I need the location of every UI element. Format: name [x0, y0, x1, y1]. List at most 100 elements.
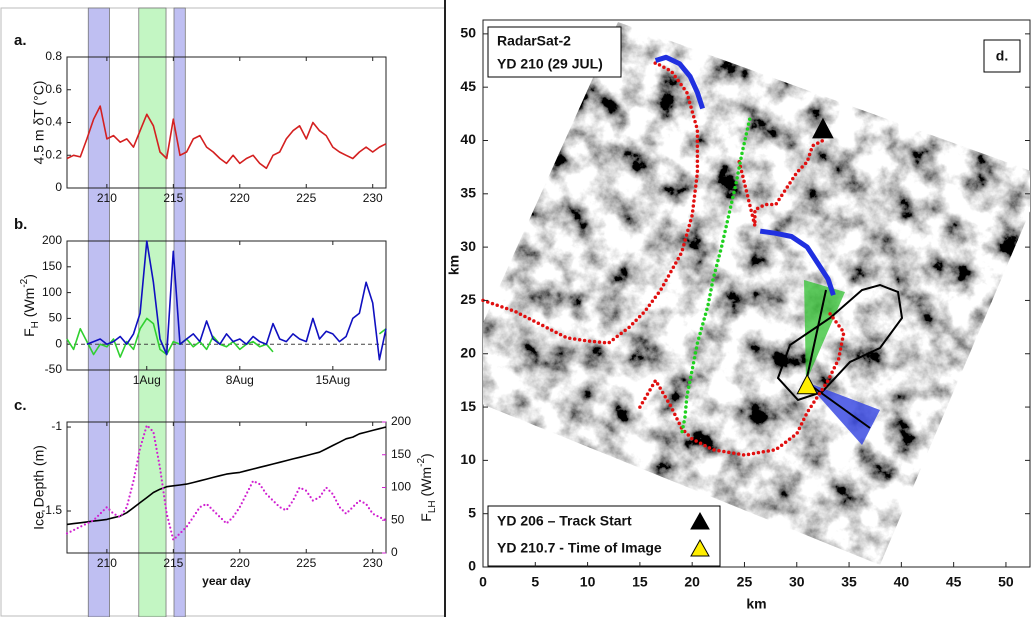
sar-image: [483, 22, 1030, 565]
y-axis-label-part: -2: [19, 278, 30, 287]
track: [759, 228, 836, 296]
highlight-band: [138, 7, 167, 618]
y-tick-label: 100: [42, 285, 62, 299]
y2-tick-label: 0: [391, 545, 398, 559]
x-tick-label: 230: [363, 191, 383, 205]
x-tick-label: 40: [894, 574, 910, 590]
x-tick-label: 230: [363, 556, 383, 570]
y-tick-label: -50: [45, 362, 63, 376]
y-tick-label: 0: [55, 180, 62, 194]
series-line: [66, 426, 387, 526]
x-tick-label: 25: [737, 574, 753, 590]
x-tick-label: 15Aug: [315, 373, 350, 387]
arrow: [805, 381, 871, 429]
annotation-box: [487, 26, 622, 78]
arrow: [805, 289, 827, 383]
panel-label: a.: [14, 32, 27, 49]
y2-tick-label: 50: [391, 512, 405, 526]
x-tick-label: 215: [163, 556, 183, 570]
plot-frame: [66, 240, 387, 371]
y-tick-label: 0.8: [45, 49, 62, 63]
y-tick-label: 20: [460, 344, 476, 360]
panel-label: d.: [996, 48, 1008, 64]
x-tick-label: 220: [230, 556, 250, 570]
panel-label: b.: [14, 216, 27, 233]
x-tick-label: 215: [163, 191, 183, 205]
y-axis-label-part: ): [21, 274, 37, 279]
y-tick-label: 150: [42, 259, 62, 273]
y2-axis-label-part: (Wm: [418, 467, 434, 500]
legend-icon: [690, 538, 710, 557]
marker: [812, 117, 834, 139]
y-tick-label: 5: [468, 504, 476, 520]
y-tick-label: 40: [460, 131, 476, 147]
y-tick-label: 15: [460, 398, 476, 414]
series-line: [66, 105, 387, 170]
x-tick-label: 225: [296, 556, 316, 570]
track: [638, 309, 846, 457]
panel-label: c.: [14, 397, 27, 414]
series-line: [86, 240, 387, 361]
highlight-band: [173, 7, 186, 618]
green-wedge: [804, 280, 845, 382]
x-tick-label: 8Aug: [226, 373, 254, 387]
y-axis-label: Ice Depth (m): [31, 445, 47, 530]
legend-label: YD 206 – Track Start: [497, 513, 632, 529]
y-tick-label: 200: [42, 233, 62, 247]
y-axis-label: km: [446, 255, 462, 275]
y2-tick-label: 200: [391, 414, 411, 428]
x-tick-label: 15: [632, 574, 648, 590]
x-tick-label: 1Aug: [133, 373, 161, 387]
y-axis-label-part: F: [21, 328, 37, 337]
x-tick-label: 220: [230, 191, 250, 205]
map-axes: 0 5 10 15 20 25 30 35 40 45 50 0 5 10 15 20 25 30 35 40 45 50…: [446, 25, 1030, 612]
x-tick-label: 30: [789, 574, 805, 590]
track: [481, 60, 700, 345]
map-image-clip: [483, 22, 1030, 565]
y2-axis-label-part: LH: [427, 500, 438, 513]
legend-icon: [690, 511, 710, 530]
y-tick-label: 25: [460, 291, 476, 307]
x-tick-label: 210: [97, 191, 117, 205]
y-axis-label: FH (Wm-2): [19, 274, 41, 337]
y-tick-label: -1: [51, 419, 62, 433]
legend-label: YD 210.7 - Time of Image: [497, 540, 662, 556]
marker: [796, 373, 819, 395]
annotation: RadarSat-2: [497, 33, 571, 49]
y-tick-label: 35: [460, 185, 476, 201]
x-tick-label: 225: [296, 191, 316, 205]
y-tick-label: 50: [49, 311, 63, 325]
y-tick-label: 45: [460, 78, 476, 94]
y-tick-label: 30: [460, 238, 476, 254]
y-axis-label-part: (Wm: [21, 288, 37, 321]
y-tick-label: 10: [460, 451, 476, 467]
x-tick-label: 50: [998, 574, 1014, 590]
annotation: YD 210 (29 JUL): [497, 56, 603, 72]
blue-wedge: [806, 382, 880, 445]
y2-axis-label-part: -2: [416, 458, 427, 467]
y2-axis-label-part: F: [418, 513, 434, 522]
highlight-band: [87, 7, 110, 618]
x-axis-label: km: [746, 596, 766, 612]
x-axis-label: year day: [202, 574, 251, 588]
series-line: [65, 424, 388, 541]
y-tick-label: 0.4: [45, 115, 62, 129]
y-tick-label: 0.2: [45, 147, 62, 161]
y2-axis-label-part: ): [418, 453, 434, 458]
label-box: [983, 39, 1021, 73]
x-tick-label: 10: [580, 574, 596, 590]
y-tick-label: 0: [55, 336, 62, 350]
y-tick-label: 0: [468, 558, 476, 574]
x-tick-label: 45: [946, 574, 962, 590]
series-line: [66, 317, 387, 358]
y-axis-label: 4.5 m δT (°C): [31, 81, 47, 165]
y-tick-label: 0.6: [45, 82, 62, 96]
y-tick-label: 50: [460, 25, 476, 41]
y-tick-label: -1.5: [41, 503, 62, 517]
y-axis-label-part: H: [30, 321, 41, 328]
track: [679, 117, 752, 436]
x-tick-label: 5: [531, 574, 539, 590]
map-panel: RadarSat-2 YD 210 (29 JUL) d. YD 206 – T…: [446, 19, 1031, 612]
track: [654, 54, 705, 110]
y2-axis-label: FLH (Wm-2): [416, 453, 438, 521]
